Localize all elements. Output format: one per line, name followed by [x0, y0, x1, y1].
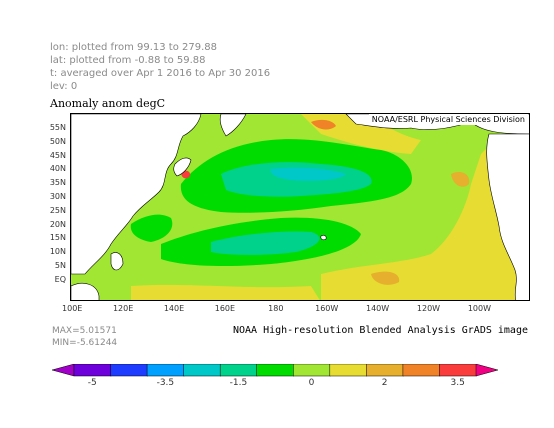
colorbar-tick-label: 3.5 — [450, 378, 465, 388]
y-tick-label: 40N — [49, 164, 66, 174]
x-tick-label: 180 — [268, 304, 284, 313]
credit-label: NOAA/ESRL Physical Sciences Division — [368, 114, 528, 125]
colorbar-segment — [439, 364, 477, 377]
map-title: Anomaly anom degC — [50, 97, 166, 110]
warm-region-equator — [131, 284, 320, 300]
warm-region-east — [321, 134, 529, 300]
colorbar-segment — [293, 364, 331, 377]
colorbar-segment — [256, 364, 295, 377]
colorbar-segment — [366, 364, 404, 377]
x-tick-label: 160E — [214, 304, 236, 313]
y-tick-label: 10N — [49, 247, 66, 257]
y-tick-label: 35N — [49, 178, 66, 188]
cold-region-kuroshio — [270, 167, 346, 181]
max-value-text: MAX=5.01571 — [52, 326, 117, 336]
anomaly-map — [70, 113, 530, 301]
colorbar — [52, 364, 498, 377]
warmer-spot-east — [451, 172, 470, 187]
x-tick-label: 120W — [416, 304, 441, 313]
colorbar-segment — [329, 364, 368, 377]
hot-spot-bering — [311, 119, 336, 130]
colorbar-segment — [219, 364, 258, 377]
y-tick-label: 45N — [49, 150, 66, 160]
colorbar-segment — [475, 364, 498, 377]
x-tick-label: 100W — [467, 304, 491, 313]
min-value-text: MIN=-5.61244 — [52, 338, 118, 348]
colorbar-segment — [73, 364, 112, 377]
x-tick-label: 120E — [112, 304, 134, 313]
y-tick-label: 30N — [49, 192, 66, 201]
colorbar-tick-label: -3.5 — [156, 378, 175, 388]
cool-region-west — [130, 214, 173, 242]
colorbar-tick-label: -1.5 — [229, 378, 248, 388]
philippines-landmass — [110, 252, 124, 271]
colorbar-segment — [402, 364, 441, 377]
x-tick-label: 140W — [366, 304, 390, 313]
image-footer-text: NOAA High-resolution Blended Analysis Gr… — [232, 325, 528, 336]
asia-landmass — [71, 114, 202, 275]
japan-landmass — [173, 157, 192, 177]
colorbar-segment — [146, 364, 185, 377]
colorbar-segment — [183, 364, 221, 377]
kamchatka-landmass — [219, 114, 247, 137]
north-america-landmass — [486, 133, 529, 300]
anomaly-map-svg — [71, 114, 529, 300]
colorbar-tick-label: 0 — [308, 378, 315, 388]
colorbar-segment — [110, 364, 148, 377]
lat-range-text: lat: plotted from -0.88 to 59.88 — [50, 55, 206, 66]
y-tick-label: 25N — [49, 205, 66, 215]
y-tick-label: 55N — [49, 123, 66, 132]
y-tick-label: 5N — [54, 261, 66, 270]
y-tick-label: 15N — [49, 233, 66, 243]
x-tick-label: 100E — [62, 304, 83, 313]
hawaii-landmass — [320, 234, 327, 241]
y-tick-label: EQ — [54, 274, 66, 284]
borneo-landmass — [71, 283, 100, 300]
colorbar-segment — [52, 364, 75, 377]
x-tick-label: 140E — [163, 304, 185, 313]
time-range-text: t: averaged over Apr 1 2016 to Apr 30 20… — [50, 68, 271, 79]
cooler-region-subtropical — [211, 231, 320, 255]
lon-range-text: lon: plotted from 99.13 to 279.88 — [50, 42, 218, 53]
warmer-spot-southeast — [371, 271, 400, 285]
level-text: lev: 0 — [50, 81, 78, 92]
y-tick-label: 50N — [49, 136, 66, 146]
colorbar-tick-label: 2 — [381, 378, 388, 388]
y-tick-label: 20N — [49, 219, 66, 229]
x-tick-label: 160W — [315, 304, 339, 313]
colorbar-tick-label: -5 — [87, 378, 97, 388]
